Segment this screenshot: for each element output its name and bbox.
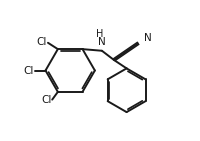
Text: H: H (96, 29, 103, 39)
Text: Cl: Cl (36, 37, 47, 47)
Text: N: N (98, 37, 105, 47)
Text: Cl: Cl (41, 95, 52, 105)
Text: Cl: Cl (24, 66, 34, 75)
Text: N: N (143, 34, 151, 43)
